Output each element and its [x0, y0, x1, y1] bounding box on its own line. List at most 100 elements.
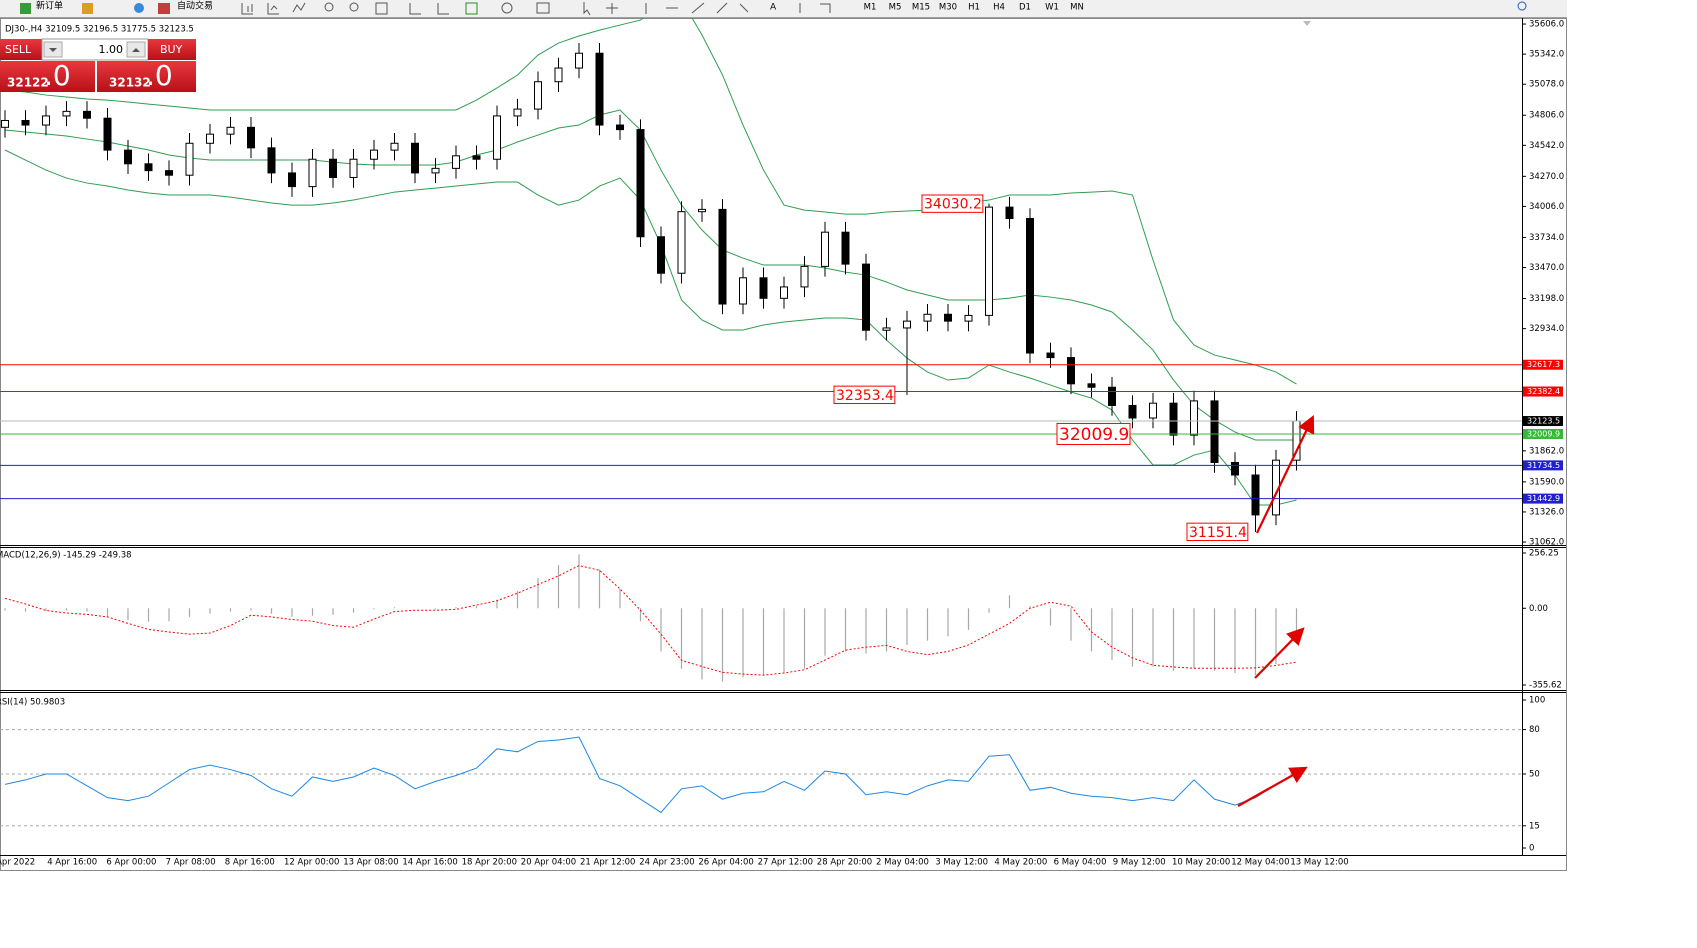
time-label: 13 Apr 08:00 — [343, 858, 398, 868]
sell-price-box[interactable] — [0, 61, 95, 92]
y-tick-label: 34006.0 — [1529, 202, 1564, 212]
drawn-arrows — [1237, 415, 1315, 807]
time-label: 7 Apr 08:00 — [166, 858, 216, 868]
candle-body — [83, 110, 91, 119]
price-label-box — [1523, 359, 1563, 370]
zoom-out[interactable] — [349, 2, 359, 12]
tool-icon[interactable] — [134, 3, 144, 13]
ask-price[interactable]: 32132 — [109, 76, 151, 90]
sell-label[interactable]: SELL — [5, 43, 32, 56]
price-panel: 34030.2 32353.4 32009.9 31151.4 — [0, 18, 1522, 542]
search-icon[interactable] — [1517, 1, 1527, 11]
price-label: 31442.9 — [1527, 494, 1560, 503]
candle-body — [349, 158, 358, 178]
time-label: 1 Apr 2022 — [0, 858, 35, 868]
bid-fraction[interactable]: .0 — [44, 59, 71, 92]
candle-body — [1149, 402, 1157, 419]
text-tool[interactable]: A — [770, 3, 777, 13]
y-tick-label: 34542.0 — [1529, 141, 1564, 151]
chart-icon[interactable] — [267, 3, 279, 15]
time-label: 13 May 12:00 — [1290, 858, 1348, 868]
y-tick-label: 32934.0 — [1529, 324, 1564, 334]
annotation-box — [1186, 522, 1249, 542]
candle-body — [390, 142, 399, 151]
y-tick-label: 0 — [1529, 844, 1534, 854]
timeframe-button[interactable]: M15 — [912, 3, 930, 13]
candle-body — [431, 167, 440, 174]
price-label: 32123.5 — [1527, 417, 1560, 426]
macd-panel — [4, 554, 1298, 682]
candle-body — [1108, 386, 1116, 406]
candle-body — [329, 158, 337, 178]
time-label: 24 Apr 23:00 — [639, 858, 694, 868]
bid-price[interactable]: 32122 — [7, 76, 49, 90]
time-label: 12 Apr 00:00 — [284, 858, 339, 868]
candle-body — [247, 126, 255, 149]
indicator-icon[interactable] — [465, 2, 478, 15]
ask-fraction[interactable]: .0 — [146, 59, 173, 92]
candle-body — [185, 142, 194, 176]
timeframe-button[interactable]: MN — [1070, 3, 1084, 13]
time-label: 21 Apr 12:00 — [580, 858, 635, 868]
candle-body — [103, 117, 112, 151]
timeframe-button[interactable]: H1 — [968, 3, 980, 13]
candle-body — [1, 119, 9, 128]
y-tick-label: 256.25 — [1529, 548, 1559, 558]
candle-body — [493, 115, 501, 160]
candle-body — [62, 110, 71, 117]
buy-label[interactable]: BUY — [160, 43, 183, 56]
timeframe-button[interactable]: M5 — [889, 3, 902, 13]
candle-body — [1005, 206, 1014, 220]
price-label: 31734.5 — [1527, 461, 1560, 470]
timeframe-button[interactable]: M1 — [864, 3, 877, 13]
sell-button[interactable] — [0, 39, 42, 60]
timeframe-button[interactable]: W1 — [1045, 3, 1059, 13]
timeframe-button[interactable]: H4 — [993, 3, 1005, 13]
axes: 1 Apr 2022 4 Apr 16:00 6 Apr 00:00 7 Apr 08… — [0, 20, 1564, 868]
template-icon[interactable] — [536, 2, 550, 14]
tool-icon[interactable] — [82, 3, 93, 14]
new-order-button[interactable]: 新订单 — [36, 0, 63, 12]
candle-body — [1046, 352, 1055, 359]
y-tick-label: 31590.0 — [1529, 477, 1564, 487]
chart-icon[interactable] — [241, 3, 253, 15]
timeframe-button[interactable]: D1 — [1019, 3, 1031, 13]
arrow — [1256, 415, 1315, 534]
buy-button[interactable] — [148, 39, 196, 60]
auto-trading-button[interactable]: 自动交易 — [177, 0, 213, 12]
candle-body — [472, 155, 481, 160]
band-lower — [4, 149, 1297, 506]
price-label: 32617.3 — [1527, 360, 1560, 369]
timeframe-button[interactable]: M30 — [939, 3, 957, 13]
candle-body — [862, 263, 870, 331]
shape-icon[interactable] — [820, 3, 831, 13]
band-middle — [4, 109, 1297, 441]
price-label-box — [1523, 460, 1563, 471]
tile-icon[interactable] — [375, 2, 388, 15]
arrow — [1237, 766, 1308, 807]
buy-price-box[interactable] — [97, 61, 196, 92]
rsi-panel — [0, 729, 1522, 827]
signal-line — [4, 565, 1297, 676]
candle-body — [21, 119, 30, 126]
y-tick-label: 33198.0 — [1529, 294, 1564, 304]
chart-icon[interactable] — [292, 2, 306, 13]
candle-body — [534, 81, 542, 110]
candle-body — [780, 286, 788, 299]
zoom-in[interactable] — [324, 2, 334, 12]
period-icon[interactable] — [501, 2, 513, 14]
annotation: 32353.4 — [836, 388, 894, 404]
auto-trading-icon[interactable] — [158, 3, 170, 14]
y-tick-label: -355.62 — [1529, 680, 1562, 690]
y-tick-label: 33470.0 — [1529, 263, 1564, 273]
y-tick-label: 31862.0 — [1529, 446, 1564, 456]
candle-body — [1169, 402, 1178, 436]
candle-body — [944, 313, 952, 322]
new-order-icon[interactable] — [20, 3, 31, 14]
lots-value[interactable]: 1.00 — [99, 43, 124, 56]
chart-icon[interactable] — [409, 3, 449, 15]
timeframe-bar: M1 M5 M15 M30 H1 H4 D1 W1 MN — [864, 3, 1084, 13]
toolbar — [0, 0, 1567, 17]
candle-body — [616, 124, 624, 131]
y-tick-label: 15 — [1529, 821, 1540, 831]
